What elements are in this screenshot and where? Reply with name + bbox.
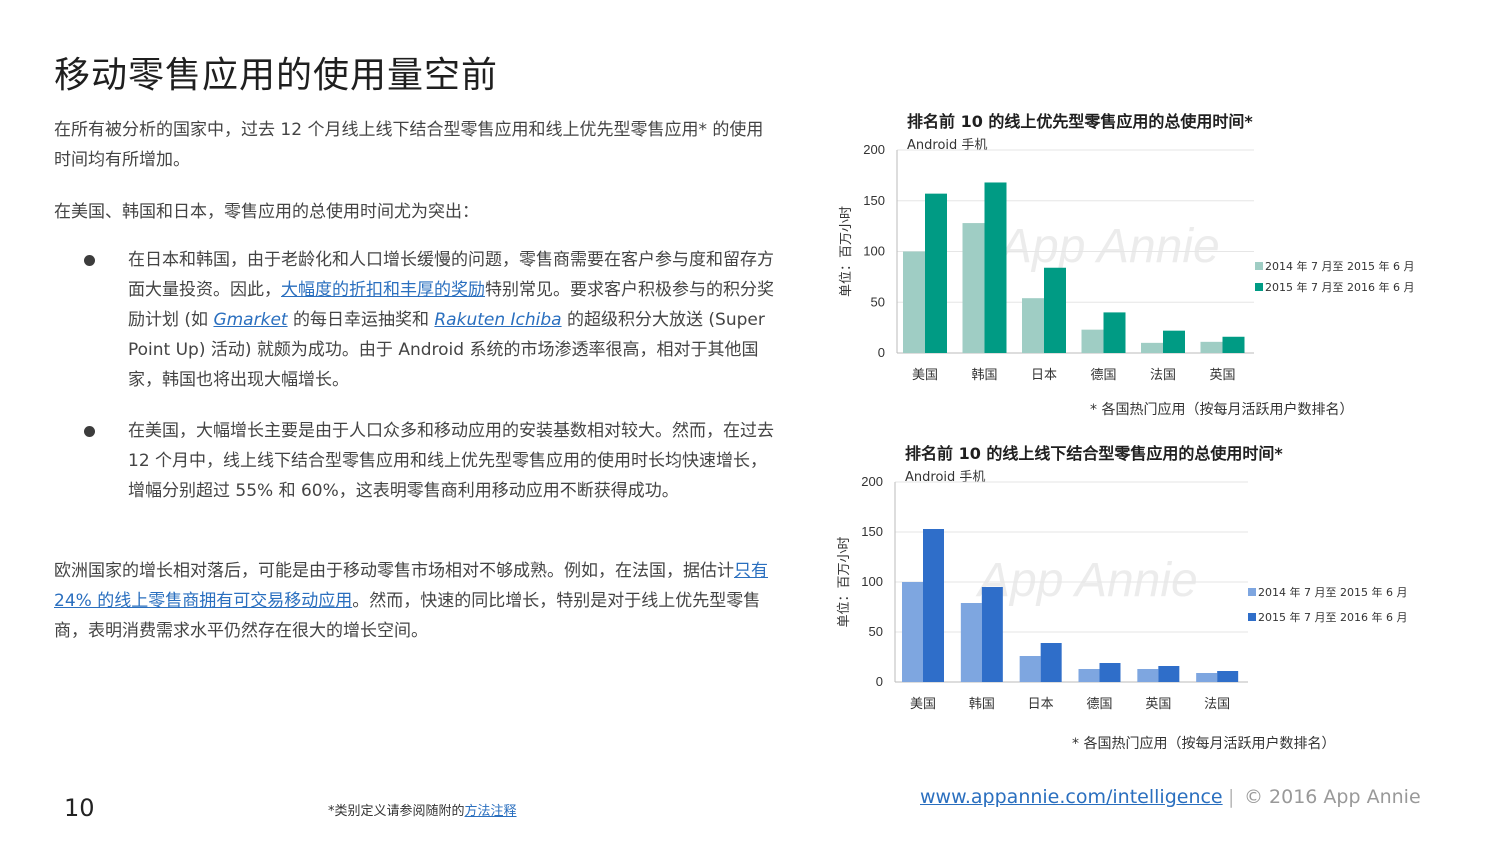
- page-title: 移动零售应用的使用量空前: [54, 55, 499, 96]
- chart2-ytick-label: 0: [876, 674, 883, 689]
- chart2-category-label: 美国: [910, 697, 936, 712]
- copyright-text: © 2016 App Annie: [1244, 786, 1421, 808]
- chart1-watermark: App Annie: [997, 220, 1220, 273]
- chart1-bar-prev: [1022, 298, 1044, 353]
- chart1-bar-prev: [1141, 342, 1163, 353]
- chart1-bar-prev: [962, 223, 985, 353]
- bullet-text: 特别常见。要求客户积极参与的积分奖励计划 (如: [128, 280, 774, 330]
- methodology-note: *类别定义请参阅随附的方法注释: [328, 800, 517, 819]
- gmarket-link[interactable]: Gmarket: [213, 310, 288, 330]
- chart2-category-label: 德国: [1086, 697, 1112, 712]
- france-retailers-link[interactable]: 只有 24% 的线上零售商拥有可交易移动应用: [54, 561, 768, 611]
- paragraph-text: 欧洲国家的增长相对落后，可能是由于移动零售市场相对不够成熟。例如，在法国，据估计: [54, 561, 734, 581]
- chart2-footnote: * 各国热门应用（按每月活跃用户数排名）: [1072, 736, 1336, 752]
- chart2-ytick-label: 200: [861, 474, 883, 489]
- paragraph-text: 。然而，快速的同比增长，特别是对于线上优先型零售商，表明消费需求水平仍然存在很大…: [54, 591, 761, 641]
- chart2-legend-swatch: [1248, 588, 1256, 596]
- paragraph-europe: 欧洲国家的增长相对落后，可能是由于移动零售市场相对不够成熟。例如，在法国，据估计…: [54, 556, 779, 646]
- chart2-bar-prev: [902, 582, 923, 682]
- chart2-category-label: 韩国: [969, 697, 995, 712]
- chart2-bar-curr: [981, 587, 1003, 682]
- chart1-ytick-label: 0: [878, 345, 885, 360]
- methodology-note-text: *类别定义请参阅随附的: [328, 804, 465, 819]
- chart2-legend-swatch: [1248, 613, 1256, 621]
- chart2-category-label: 日本: [1028, 697, 1054, 712]
- chart1-category-label: 德国: [1090, 368, 1116, 383]
- chart1-legend-label: 2015 年 7 月至 2016 年 6 月: [1265, 280, 1414, 294]
- chart1-category-label: 日本: [1031, 368, 1057, 383]
- chart1-category-label: 美国: [912, 368, 938, 383]
- chart1-category-label: 英国: [1209, 368, 1235, 383]
- chart2-ytick-label: 100: [861, 574, 883, 589]
- chart1-category-label: 法国: [1150, 368, 1176, 383]
- bullet-text: 的超级积分大放送 (Super Point Up) 活动) 就颇为成功。由于 A…: [128, 310, 765, 390]
- chart2-category-label: 法国: [1204, 697, 1230, 712]
- rakuten-link[interactable]: Rakuten Ichiba: [434, 310, 562, 330]
- bullet-dot: [84, 426, 95, 437]
- chart1-ylabel: 单位：百万小时: [839, 206, 854, 297]
- chart1-bar-prev: [903, 251, 925, 353]
- chart1-bar-curr: [984, 182, 1007, 353]
- chart1-bar-curr: [1222, 336, 1245, 353]
- chart1-legend-swatch: [1255, 262, 1263, 270]
- bullet-japan-korea: 在日本和韩国，由于老龄化和人口增长缓慢的问题，零售商需要在客户参与度和留存方面大…: [128, 245, 778, 395]
- chart1-bar-curr: [925, 193, 947, 353]
- chart1-subtitle: Android 手机: [907, 138, 988, 153]
- chart1-bar-curr: [1044, 267, 1066, 353]
- chart1-legend-label: 2014 年 7 月至 2015 年 6 月: [1265, 259, 1414, 273]
- chart2-watermark: App Annie: [975, 554, 1198, 607]
- chart2-bar-prev: [1019, 656, 1041, 682]
- chart2-category-label: 英国: [1145, 697, 1171, 712]
- methodology-link[interactable]: 方法注释: [464, 804, 517, 819]
- page-number: 10: [64, 794, 95, 822]
- chart2-subtitle: Android 手机: [905, 470, 986, 485]
- chart2-bar-curr: [1158, 666, 1180, 682]
- bullet-usa: 在美国，大幅增长主要是由于人口众多和移动应用的安装基数相对较大。然而，在过去 1…: [128, 421, 774, 501]
- chart2-legend-label: 2014 年 7 月至 2015 年 6 月: [1258, 585, 1407, 599]
- chart1-bar-curr: [1163, 330, 1185, 353]
- chart2-bar-curr: [1217, 671, 1239, 682]
- chart1-ytick-label: 150: [863, 193, 885, 208]
- appannie-url-link[interactable]: www.appannie.com/intelligence: [920, 786, 1223, 808]
- chart1-ytick-label: 50: [871, 294, 885, 309]
- paragraph-intro: 在所有被分析的国家中，过去 12 个月线上线下结合型零售应用和线上优先型零售应用…: [54, 120, 764, 170]
- chart2-ytick-label: 50: [869, 624, 883, 639]
- chart1-title: 排名前 10 的线上优先型零售应用的总使用时间*: [907, 112, 1253, 131]
- chart2-bar-curr: [923, 529, 944, 682]
- chart2-legend-label: 2015 年 7 月至 2016 年 6 月: [1258, 610, 1407, 624]
- chart1-footnote: * 各国热门应用（按每月活跃用户数排名）: [1090, 402, 1354, 418]
- chart2-ylabel: 单位：百万小时: [837, 536, 852, 627]
- discounts-link[interactable]: 大幅度的折扣和丰厚的奖励: [281, 280, 485, 300]
- bullet-text: 的每日幸运抽奖和: [287, 310, 435, 330]
- chart1-bar-curr: [1103, 312, 1126, 353]
- bullet-text: 在日本和韩国，由于老龄化和人口增长缓慢的问题，零售商需要在客户参与度和留存方面大…: [128, 250, 774, 300]
- chart2-bar-prev: [1196, 673, 1218, 682]
- chart2-bar-prev: [1137, 669, 1159, 682]
- chart2-bar-prev: [1078, 669, 1100, 682]
- chart2-title: 排名前 10 的线上线下结合型零售应用的总使用时间*: [905, 444, 1283, 463]
- chart2-bar-prev: [960, 603, 982, 682]
- chart1-ytick-label: 200: [863, 142, 885, 157]
- chart1-category-label: 韩国: [971, 368, 997, 383]
- chart1-legend-swatch: [1255, 283, 1263, 291]
- chart2-ytick-label: 150: [861, 524, 883, 539]
- paragraph-highlight: 在美国、韩国和日本，零售应用的总使用时间尤为突出：: [54, 202, 479, 222]
- chart2-bar-curr: [1040, 643, 1062, 682]
- bullet-dot: [84, 255, 95, 266]
- chart1-bar-prev: [1200, 341, 1223, 353]
- chart2-bar-curr: [1099, 663, 1121, 682]
- footer-separator: |: [1228, 786, 1235, 808]
- chart1-ytick-label: 100: [863, 244, 885, 259]
- chart1-bar-prev: [1081, 329, 1104, 353]
